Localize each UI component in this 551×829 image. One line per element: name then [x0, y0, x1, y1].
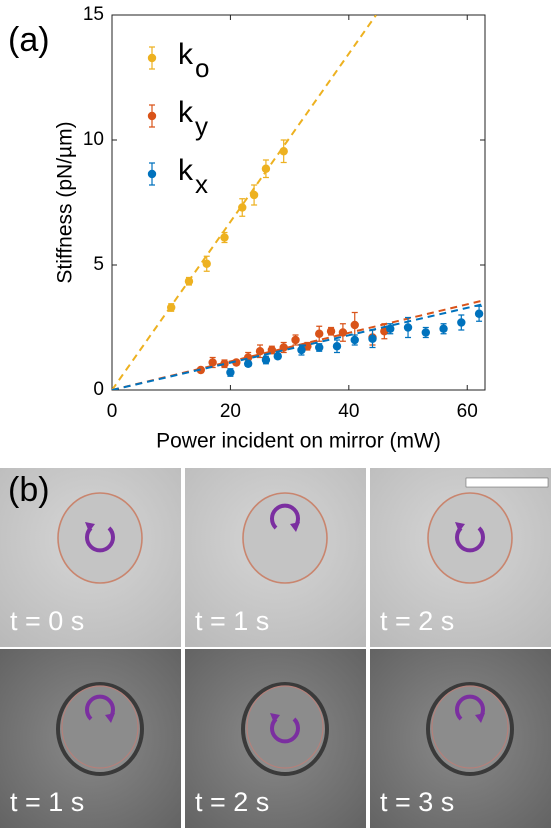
- data-point: [208, 358, 217, 367]
- data-point: [338, 328, 348, 337]
- x-tick-label: 40: [338, 401, 359, 422]
- data-point: [315, 343, 324, 352]
- y-tick-label: 0: [93, 379, 104, 400]
- data-point: [350, 335, 359, 345]
- panel-label: (a): [8, 21, 50, 59]
- x-tick-label: 0: [107, 401, 118, 422]
- arrow-head: [105, 713, 115, 723]
- rotation-arrow: [455, 526, 485, 553]
- rotation-arrow: [85, 694, 115, 721]
- data-point: [261, 355, 271, 365]
- legend-label: k: [178, 154, 194, 187]
- x-tick-label: 60: [457, 401, 478, 422]
- arrow-head: [85, 522, 95, 532]
- data-point: [315, 329, 324, 338]
- x-axis-label: Power incident on mirror (mW): [156, 430, 441, 453]
- plot-frame: [111, 14, 486, 391]
- legend-subscript: o: [195, 53, 209, 83]
- time-label: t = 1 s: [195, 606, 269, 636]
- data-point: [326, 327, 336, 336]
- data-point: [403, 323, 413, 332]
- cell-outline: [431, 685, 509, 769]
- panel-label: (b): [8, 471, 50, 509]
- cell: [242, 492, 328, 584]
- rotation-arrow: [270, 717, 300, 744]
- x-tick-label: 20: [220, 401, 241, 422]
- time-label: t = 1 s: [10, 787, 84, 817]
- fit-line: [112, 302, 485, 390]
- arrow-head: [455, 522, 465, 532]
- y-axis-label: Stiffness (pN/µm): [54, 121, 77, 283]
- rotation-arrow: [270, 503, 300, 530]
- data-point: [261, 164, 271, 173]
- time-label: t = 0 s: [10, 606, 84, 636]
- arrow-head: [290, 522, 300, 532]
- y-tick-label: 15: [83, 4, 104, 25]
- data-point: [249, 190, 259, 200]
- legend-subscript: x: [195, 169, 208, 199]
- rotation-arrow: [85, 526, 115, 553]
- data-point: [279, 343, 288, 352]
- time-label: t = 2 s: [380, 606, 454, 636]
- data-point: [421, 328, 430, 337]
- cell: [57, 492, 143, 584]
- data-point: [184, 277, 194, 286]
- cell: [427, 492, 513, 584]
- data-point: [474, 309, 484, 318]
- data-point: [243, 359, 253, 368]
- time-label: t = 3 s: [380, 787, 454, 817]
- legend-swatch: [147, 111, 157, 121]
- legend-subscript: y: [195, 111, 208, 141]
- fit-line: [112, 15, 377, 390]
- rotation-arrow: [455, 694, 485, 721]
- data-point: [220, 359, 229, 368]
- data-point: [439, 324, 448, 333]
- data-point: [350, 320, 359, 330]
- data-point: [238, 203, 247, 212]
- legend-label: k: [178, 96, 194, 129]
- time-label: t = 2 s: [195, 787, 269, 817]
- scale-bar: [465, 477, 549, 488]
- cell: [426, 682, 514, 776]
- data-point: [368, 334, 377, 343]
- data-point: [457, 318, 466, 327]
- legend-swatch: [147, 53, 157, 63]
- legend-swatch: [147, 169, 157, 179]
- arrow-head: [475, 713, 485, 723]
- data-point: [202, 259, 211, 268]
- data-point: [167, 303, 176, 312]
- legend-label: k: [178, 38, 194, 71]
- cell: [241, 682, 329, 776]
- y-tick-label: 5: [93, 254, 104, 275]
- cell: [56, 682, 144, 776]
- cell-outline: [61, 685, 139, 769]
- data-point: [267, 345, 277, 355]
- data-point: [279, 147, 288, 156]
- data-point: [226, 368, 235, 377]
- arrow-head: [270, 713, 280, 723]
- y-tick-label: 10: [83, 129, 104, 150]
- data-point: [232, 358, 241, 367]
- data-point: [196, 365, 206, 375]
- cell-outline: [246, 685, 324, 769]
- data-point: [273, 352, 282, 361]
- data-point: [297, 345, 306, 355]
- data-point: [220, 233, 229, 242]
- data-point: [291, 335, 300, 345]
- data-point: [332, 342, 342, 351]
- data-point: [386, 324, 395, 333]
- data-point: [255, 347, 265, 356]
